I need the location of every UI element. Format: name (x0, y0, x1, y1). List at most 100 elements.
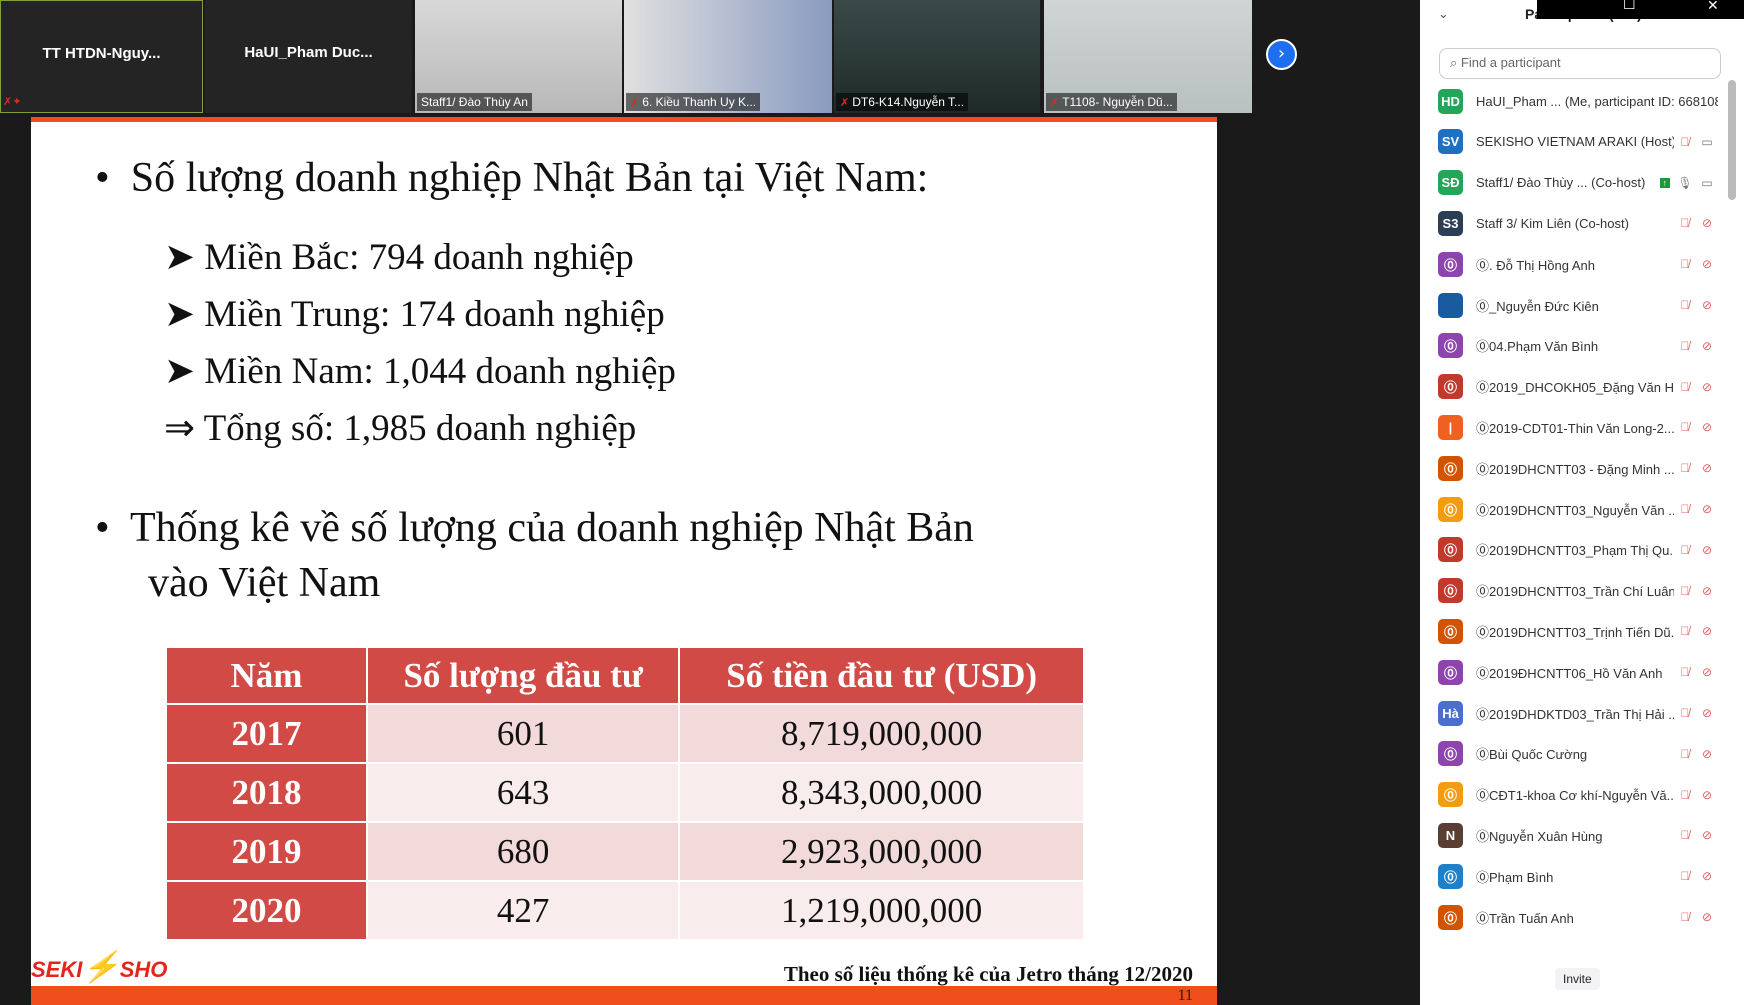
slide-bullet-2-cont: vào Việt Nam (148, 560, 381, 606)
table-row: 2018 643 8,343,000,000 (165, 762, 1085, 823)
avatar: ⓪ (1438, 659, 1463, 685)
col-header: Số tiền đầu tư (USD) (678, 646, 1085, 705)
video-tile[interactable]: TT HTDN-Nguy... ✗✦ (0, 0, 203, 113)
participant-row[interactable]: ⓪ ⓪2019ĐHCNTT06_Hồ Văn Anh 🎙̸ ⊘ (1438, 654, 1718, 690)
mic-muted-icon[interactable]: 🎙̸ (1680, 869, 1690, 884)
video-tile[interactable]: ✗ 6. Kiều Thanh Uy K... (624, 0, 832, 113)
camera-off-icon[interactable]: ⊘ (1701, 461, 1713, 476)
mic-muted-icon[interactable]: 🎙̸ (1680, 420, 1690, 435)
participant-row[interactable]: SĐ Staff1/ Đào Thùy ... (Co-host) ↑ 🎙 ▭ (1438, 165, 1718, 201)
participant-row[interactable]: ⓪ ⓪2019DHCNTT03_Trịnh Tiến Dũ... 🎙̸ ⊘ (1438, 613, 1718, 649)
video-tile[interactable]: ✗ T1108- Nguyễn Dũ... (1044, 0, 1252, 113)
participant-row[interactable]: N ⓪Nguyễn Xuân Hùng 🎙̸ ⊘ (1438, 817, 1718, 853)
mic-muted-icon[interactable]: 🎙̸ (1680, 665, 1690, 680)
participant-row[interactable]: ⓪ ⓪04.Phạm Văn Bình 🎙̸ ⊘ (1438, 328, 1718, 364)
avatar: ⓪ (1438, 455, 1463, 481)
participant-row[interactable]: Hà ⓪2019DHDKTD03_Trần Thị Hải ... 🎙̸ ⊘ (1438, 695, 1718, 731)
participant-row[interactable]: ⓪ ⓪CĐT1-khoa Cơ khí-Nguyễn Vă... 🎙̸ ⊘ (1438, 777, 1718, 813)
camera-off-icon[interactable]: ⊘ (1701, 706, 1713, 720)
mic-muted-icon[interactable]: 🎙̸ (1680, 379, 1690, 394)
participant-row[interactable]: ⓪ ⓪Bùi Quốc Cường 🎙̸ ⊘ (1438, 736, 1718, 772)
mic-muted-icon[interactable]: 🎙̸ (1680, 461, 1690, 476)
mic-muted-icon[interactable]: 🎙̸ (1680, 216, 1690, 231)
mic-muted-icon[interactable]: 🎙̸ (1680, 746, 1690, 761)
mic-muted-icon[interactable]: 🎙̸ (1680, 298, 1690, 312)
avatar: | (1438, 414, 1463, 440)
camera-off-icon[interactable]: ⊘ (1701, 828, 1713, 843)
camera-off-icon[interactable]: ⊘ (1701, 257, 1713, 272)
mic-muted-icon[interactable]: 🎙̸ (1680, 624, 1690, 639)
avatar: ⓪ (1438, 741, 1463, 767)
mic-muted-icon[interactable]: 🎙̸ (1680, 257, 1690, 272)
participant-name: ⓪2019ĐHCNTT06_Hồ Văn Anh (1476, 665, 1663, 681)
mic-icon[interactable]: 🎙 (1677, 175, 1693, 190)
camera-off-icon[interactable]: ⊘ (1701, 379, 1713, 394)
participant-row[interactable]: ⓪ ⓪2019_DHCOKH05_Đặng Văn H... 🎙̸ ⊘ (1438, 369, 1718, 405)
camera-off-icon[interactable]: ⊘ (1701, 420, 1713, 435)
collapse-chevron-icon[interactable]: ⌄ (1438, 6, 1449, 21)
participant-search-input[interactable]: ⌕ Find a participant (1439, 48, 1721, 79)
camera-off-icon[interactable]: ⊘ (1701, 216, 1713, 231)
video-tile[interactable]: HaUI_Pham Duc... (205, 0, 412, 113)
video-tile[interactable]: ✗ DT6-K14.Nguyễn T... (834, 0, 1040, 113)
table-cell: 601 (365, 703, 681, 764)
camera-off-icon[interactable]: ⊘ (1701, 665, 1713, 680)
camera-off-icon[interactable]: ⊘ (1701, 542, 1713, 557)
participant-name: ⓪04.Phạm Văn Bình (1476, 339, 1599, 355)
mic-muted-icon[interactable]: 🎙̸ (1680, 583, 1690, 598)
participant-row[interactable]: ⓪ ⓪Trần Tuấn Anh 🎙̸ ⊘ (1438, 899, 1718, 935)
mic-muted-icon: ✗ (840, 97, 850, 109)
mic-muted-icon[interactable]: 🎙̸ (1680, 542, 1690, 557)
participant-name: ⓪2019DHCNTT03_Trịnh Tiến Dũ... (1476, 624, 1674, 640)
participant-row[interactable]: ⓪_Nguyễn Đức Kiên 🎙̸ ⊘ (1438, 287, 1718, 323)
camera-off-icon[interactable]: ⊘ (1701, 746, 1713, 761)
mic-muted-icon[interactable]: 🎙̸ (1680, 828, 1690, 843)
participant-row[interactable]: HD HaUI_Pham ... (Me, participant ID: 668… (1438, 83, 1718, 119)
camera-icon[interactable]: ▭ (1701, 134, 1713, 149)
mic-muted-icon[interactable]: 🎙̸ (1680, 502, 1690, 516)
scrollbar[interactable] (1728, 80, 1736, 200)
mic-muted-icon[interactable]: 🎙̸ (1680, 134, 1690, 149)
participant-row[interactable]: ⓪ ⓪Phạm Bình 🎙̸ ⊘ (1438, 858, 1718, 894)
camera-off-icon[interactable]: ⊘ (1701, 502, 1713, 516)
sub-item: ➤ Miền Nam: 1,044 doanh nghiệp (164, 351, 676, 392)
camera-off-icon[interactable]: ⊘ (1701, 910, 1713, 924)
participant-row[interactable]: ⓪ ⓪2019DHCNTT03_Phạm Thị Qu... 🎙̸ ⊘ (1438, 532, 1718, 568)
table-cell: 643 (365, 762, 681, 823)
avatar: Hà (1438, 700, 1463, 726)
avatar: ⓪ (1438, 904, 1463, 930)
slide-footer-bar (31, 986, 1217, 1005)
participant-row[interactable]: S3 Staff 3/ Kim Liên (Co-host) 🎙̸ ⊘ (1438, 205, 1718, 241)
participant-row[interactable]: SV SEKISHO VIETNAM ARAKI (Host) 🎙̸ ▭ (1438, 124, 1718, 160)
sub-item: ➤ Miền Trung: 174 doanh nghiệp (164, 294, 665, 335)
participant-row[interactable]: ⓪ ⓪2019DHCNTT03 - Đặng Minh ... 🎙̸ ⊘ (1438, 450, 1718, 486)
camera-off-icon[interactable]: ⊘ (1701, 298, 1713, 312)
mic-muted-icon[interactable]: 🎙̸ (1680, 910, 1690, 924)
camera-off-icon[interactable]: ⊘ (1701, 624, 1713, 639)
mic-muted-icon[interactable]: 🎙̸ (1680, 787, 1690, 802)
participant-row[interactable]: ⓪ ⓪2019DHCNTT03_Nguyễn Văn ... 🎙̸ ⊘ (1438, 491, 1718, 527)
close-icon[interactable]: ✕ (1707, 0, 1719, 13)
participant-row[interactable]: ⓪ ⓪. Đỗ Thị Hồng Anh 🎙̸ ⊘ (1438, 246, 1718, 282)
invite-button[interactable]: Invite (1555, 968, 1600, 990)
video-tile[interactable]: Staff1/ Đào Thùy An (415, 0, 622, 113)
mic-muted-icon[interactable]: 🎙̸ (1680, 706, 1690, 720)
table-cell: 2020 (165, 880, 368, 941)
table-row: 2017 601 8,719,000,000 (165, 703, 1085, 764)
participant-name: ⓪CĐT1-khoa Cơ khí-Nguyễn Vă... (1476, 788, 1674, 804)
camera-off-icon[interactable]: ⊘ (1701, 869, 1713, 884)
tile-label-text: T1108- Nguyễn Dũ... (1062, 95, 1173, 109)
table-cell: 2018 (165, 762, 368, 823)
camera-icon[interactable]: ▭ (1701, 175, 1713, 190)
mic-muted-icon[interactable]: 🎙̸ (1680, 338, 1690, 353)
maximize-icon[interactable]: ☐ (1623, 0, 1636, 12)
camera-off-icon[interactable]: ⊘ (1701, 338, 1713, 353)
participant-row[interactable]: | ⓪2019-CDT01-Thin Văn Long-2... 🎙̸ ⊘ (1438, 409, 1718, 445)
camera-off-icon[interactable]: ⊘ (1701, 787, 1713, 802)
page-number: 11 (1177, 987, 1193, 1004)
participant-row[interactable]: ⓪ ⓪2019DHCNTT03_Trần Chí Luân 🎙̸ ⊘ (1438, 573, 1718, 609)
next-page-button[interactable]: › (1266, 39, 1297, 70)
tile-label: ✗ T1108- Nguyễn Dũ... (1046, 93, 1177, 111)
camera-off-icon[interactable]: ⊘ (1701, 583, 1713, 598)
table-cell: 427 (365, 880, 681, 941)
